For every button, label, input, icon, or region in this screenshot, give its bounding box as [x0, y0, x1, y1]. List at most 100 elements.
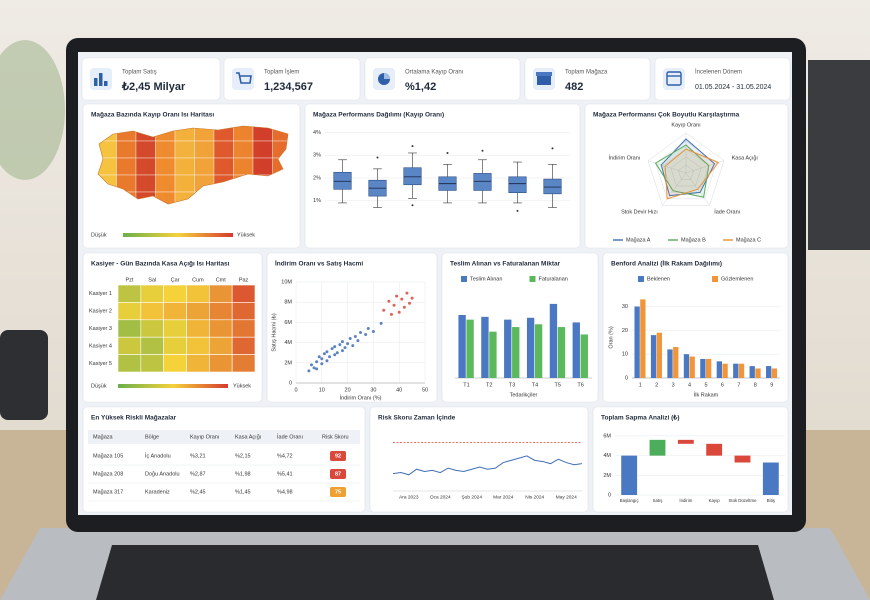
map-region	[116, 157, 137, 176]
dashboard: Toplam Satış ₺2,45 Milyar Toplam İşlem 1,23…	[81, 57, 791, 513]
kpi-label: Toplam Mağaza	[565, 70, 608, 76]
point	[322, 352, 326, 356]
legend-swatch	[529, 276, 536, 282]
heat-cell	[163, 354, 187, 373]
bar	[733, 363, 739, 378]
map-region	[213, 157, 234, 176]
panel: En Yüksek Riskli Mağazalar Mağaza Bölge Kay…	[82, 406, 366, 513]
point	[335, 351, 339, 355]
y-tick-label: 4M	[284, 340, 292, 346]
map-region	[233, 140, 254, 159]
kpi-icon	[536, 72, 552, 76]
radar-axis-label: Kayıp Oranı	[671, 122, 700, 128]
column-label: Pzt	[125, 277, 133, 283]
kpi-icon	[384, 73, 390, 79]
panel: Mağaza Performans Dağılımı (Kayıp Oranı)…	[304, 103, 581, 249]
legend-bar	[118, 384, 228, 388]
kpi-icon	[99, 73, 103, 86]
panel-bg	[82, 406, 366, 513]
table-cell: %1,45	[235, 489, 251, 495]
legend-label: Yüksek	[233, 383, 251, 389]
y-tick-label: 4M	[603, 453, 611, 459]
outlier	[376, 156, 379, 159]
map-region	[252, 157, 273, 176]
row-label: Kasiyer 4	[89, 343, 112, 349]
kpi-icon	[94, 78, 98, 86]
radar-ring	[647, 132, 725, 206]
radar-spoke	[662, 172, 687, 206]
point	[320, 357, 324, 361]
panel-bg	[584, 103, 789, 249]
mug	[0, 330, 48, 420]
outlier	[411, 204, 414, 207]
table-header: Risk Skoru	[322, 434, 349, 440]
heat-cell	[209, 354, 233, 373]
risk-score: 92	[335, 453, 341, 459]
column-label: Cmt	[216, 277, 227, 283]
heat-cell	[231, 284, 256, 303]
kpi-value: ₺2,45 Milyar	[121, 81, 186, 93]
column-label: Sal	[148, 277, 156, 283]
point	[317, 355, 321, 359]
bar	[580, 334, 588, 378]
bar	[706, 358, 712, 378]
heat-cell	[117, 336, 142, 355]
point	[320, 362, 324, 366]
x-tick-label: 1	[639, 382, 642, 388]
map-region	[135, 140, 156, 159]
heat-cell	[140, 319, 164, 338]
table-cell: Karadeniz	[145, 489, 170, 495]
bar	[673, 347, 679, 378]
y-tick-label: 10M	[281, 279, 292, 285]
y-tick-label: 20	[622, 328, 628, 334]
table-header: Kasa Açığı	[235, 434, 261, 440]
box	[333, 171, 352, 190]
legend-swatch	[712, 276, 718, 282]
x-tick-label: T1	[463, 382, 469, 388]
table-cell: %1,98	[235, 471, 251, 477]
y-axis-label: Satış Hacmi (₺)	[270, 313, 277, 352]
risk-badge	[330, 487, 346, 497]
table-cell: Doğu Anadolu	[145, 471, 180, 477]
table-cell: %2,15	[235, 453, 251, 459]
point	[400, 297, 404, 301]
bar	[656, 332, 662, 378]
x-tick-label: Nis 2024	[525, 494, 544, 500]
point	[410, 296, 414, 300]
point	[387, 299, 391, 303]
point	[359, 331, 362, 334]
y-tick-label: 2%	[313, 175, 321, 181]
waterfall-bar	[677, 439, 694, 444]
kpi-bg	[81, 57, 221, 101]
point	[397, 310, 401, 314]
radar-axis-label: İade Oranı	[714, 208, 740, 215]
panel-title: En Yüksek Riskli Mağazalar	[91, 415, 177, 422]
heat-cell	[231, 336, 256, 355]
x-tick-label: T2	[486, 382, 492, 388]
x-tick-label: T6	[577, 382, 583, 388]
keyboard	[96, 545, 774, 600]
map-region	[155, 140, 176, 159]
panel-bg	[592, 406, 789, 513]
point	[366, 326, 370, 330]
point	[315, 367, 319, 371]
point	[315, 360, 319, 364]
table-header-bg	[88, 430, 360, 444]
point	[312, 366, 316, 370]
map-region	[194, 140, 215, 159]
heat-cell	[186, 336, 210, 355]
heat-cell	[186, 302, 210, 321]
legend-label: Mağaza C	[736, 237, 761, 243]
x-tick-label: Kayıp	[709, 498, 721, 503]
y-tick-label: 2M	[284, 360, 292, 366]
bar	[771, 368, 778, 378]
panel-title: Mağaza Performans Dağılımı (Kayıp Oranı)	[313, 112, 444, 119]
y-tick-label: 3%	[313, 153, 321, 159]
heat-cell	[209, 336, 233, 355]
bar	[683, 354, 690, 378]
map-region	[174, 157, 195, 176]
map-outline	[97, 125, 289, 205]
point	[348, 337, 352, 341]
box	[508, 176, 527, 194]
bar	[481, 316, 489, 378]
